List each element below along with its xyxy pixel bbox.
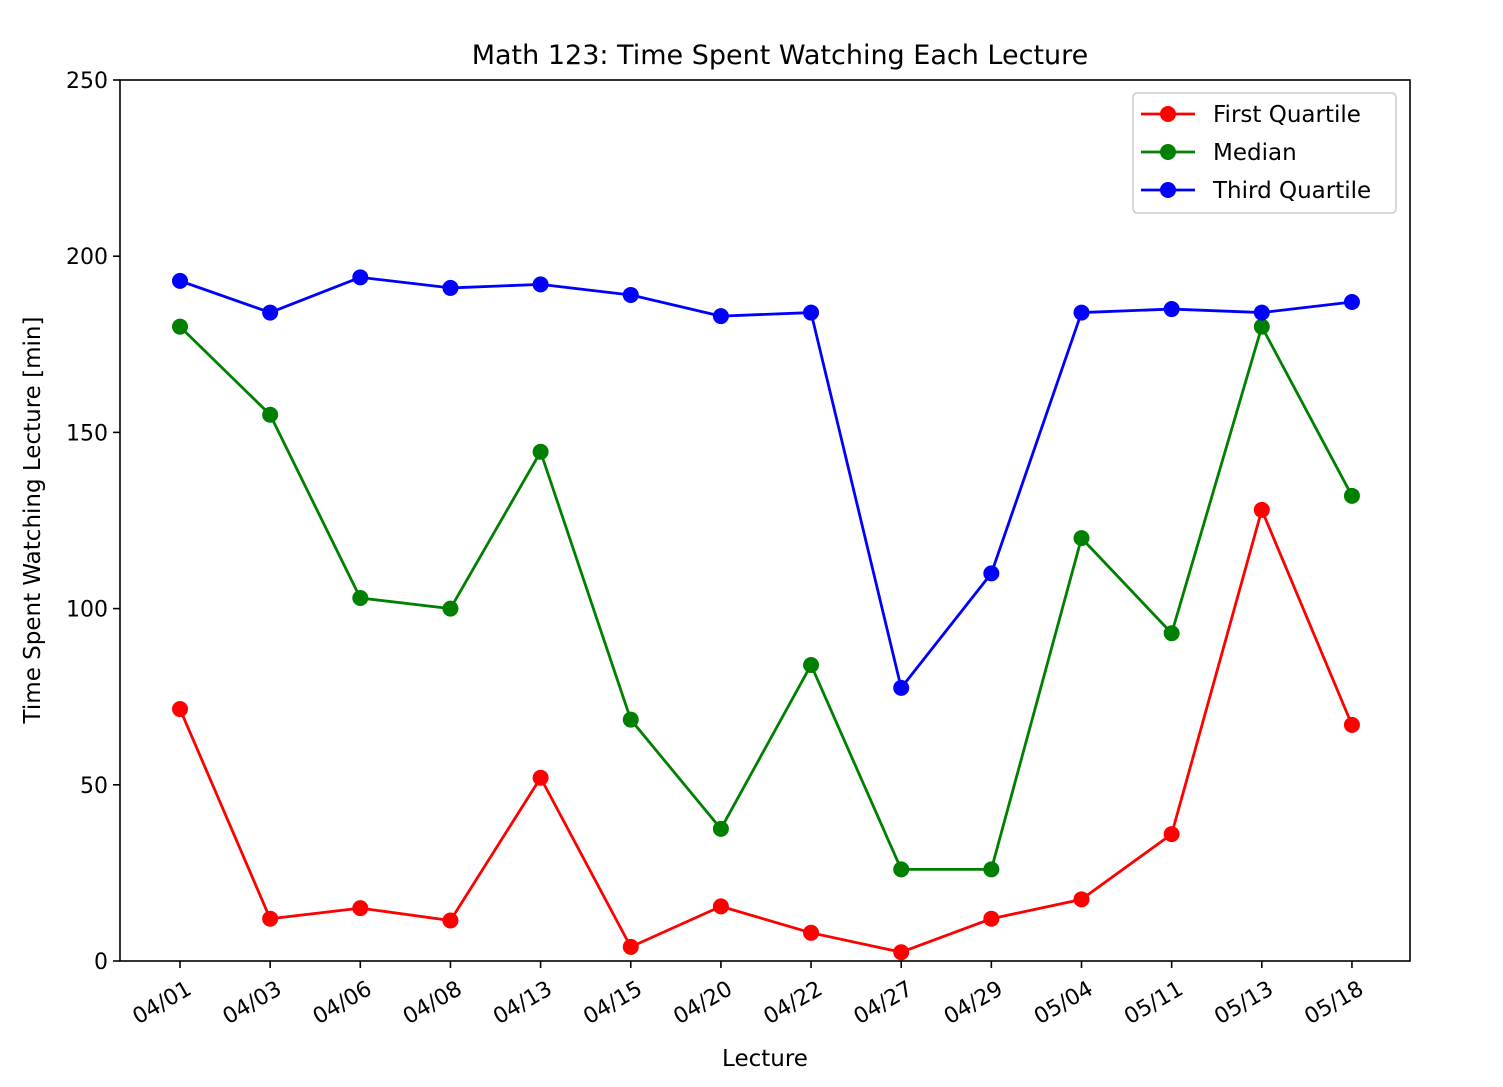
legend-label: Third Quartile — [1212, 178, 1371, 204]
data-point — [622, 938, 639, 955]
y-tick-label: 150 — [66, 421, 108, 446]
x-tick-label: 04/27 — [850, 977, 917, 1030]
x-tick-label: 05/04 — [1030, 977, 1097, 1030]
data-point — [1343, 294, 1360, 311]
data-point — [803, 304, 820, 321]
data-point — [262, 406, 279, 423]
data-point — [262, 910, 279, 927]
y-axis: 0 50 100 150 200 250 — [66, 69, 120, 975]
data-point — [893, 679, 910, 696]
data-point — [262, 304, 279, 321]
data-point — [983, 910, 1000, 927]
data-point — [1343, 487, 1360, 504]
data-point — [1073, 530, 1090, 547]
data-point — [172, 701, 188, 718]
data-point — [622, 286, 639, 303]
legend-marker — [1160, 106, 1176, 122]
data-point — [352, 900, 369, 917]
x-tick-label: 05/13 — [1210, 977, 1277, 1030]
series-line — [178, 508, 1354, 954]
data-point — [532, 443, 549, 460]
data-point — [172, 318, 188, 335]
legend-marker — [1160, 144, 1176, 160]
y-tick-label: 250 — [66, 69, 108, 94]
x-tick-label: 05/18 — [1301, 977, 1368, 1030]
plot-area — [172, 269, 1360, 961]
x-axis: 04/01 04/03 04/06 04/08 04/13 04/15 04/20 04/22… — [129, 961, 1368, 1030]
data-point — [352, 269, 369, 286]
data-point — [893, 944, 910, 961]
x-tick-label: 04/06 — [309, 977, 376, 1030]
plot-frame — [119, 79, 1411, 962]
data-point — [1343, 716, 1360, 733]
series-line — [179, 325, 1354, 871]
data-point — [442, 912, 459, 929]
data-point — [712, 898, 729, 915]
x-tick-label: 04/08 — [399, 977, 466, 1030]
legend-label: Median — [1213, 140, 1297, 166]
data-point — [1163, 301, 1180, 318]
data-point — [1073, 891, 1090, 908]
x-tick-label: 04/03 — [219, 977, 286, 1030]
data-point — [532, 769, 549, 786]
legend: First Quartile Median Third Quartile — [1132, 92, 1397, 214]
data-point — [352, 590, 369, 607]
x-tick-label: 05/11 — [1120, 977, 1187, 1030]
y-tick-label: 50 — [80, 774, 108, 799]
data-point — [1163, 826, 1180, 843]
legend-box — [1132, 92, 1397, 214]
x-tick-label: 04/22 — [760, 977, 827, 1030]
data-point — [1253, 318, 1270, 335]
y-tick-label: 0 — [94, 950, 108, 975]
y-tick-label: 200 — [66, 245, 108, 270]
data-point — [712, 308, 729, 325]
data-point — [803, 656, 820, 673]
x-axis-label: Lecture — [722, 1046, 808, 1072]
data-point — [1253, 501, 1270, 518]
data-point — [983, 565, 1000, 582]
data-point — [712, 820, 729, 837]
data-point — [442, 600, 459, 617]
x-tick-label: 04/15 — [579, 977, 646, 1030]
data-point — [1073, 304, 1090, 321]
legend-marker — [1160, 182, 1176, 198]
data-point — [893, 861, 910, 878]
series-line — [179, 275, 1353, 690]
y-axis-label: Time Spent Watching Lecture [min] — [20, 317, 46, 725]
data-point — [983, 861, 1000, 878]
chart-title: Math 123: Time Spent Watching Each Lectu… — [472, 40, 1089, 71]
data-point — [803, 924, 820, 941]
data-point — [1253, 304, 1270, 321]
y-tick-label: 100 — [66, 598, 108, 623]
data-point — [532, 276, 549, 293]
data-point — [442, 279, 459, 296]
data-point — [172, 272, 188, 289]
legend-label: First Quartile — [1213, 102, 1361, 128]
x-tick-label: 04/01 — [129, 977, 196, 1030]
x-tick-label: 04/13 — [489, 977, 556, 1030]
data-point — [622, 711, 639, 728]
data-point — [1163, 625, 1180, 642]
x-tick-label: 04/20 — [669, 977, 736, 1030]
x-tick-label: 04/29 — [940, 977, 1007, 1030]
